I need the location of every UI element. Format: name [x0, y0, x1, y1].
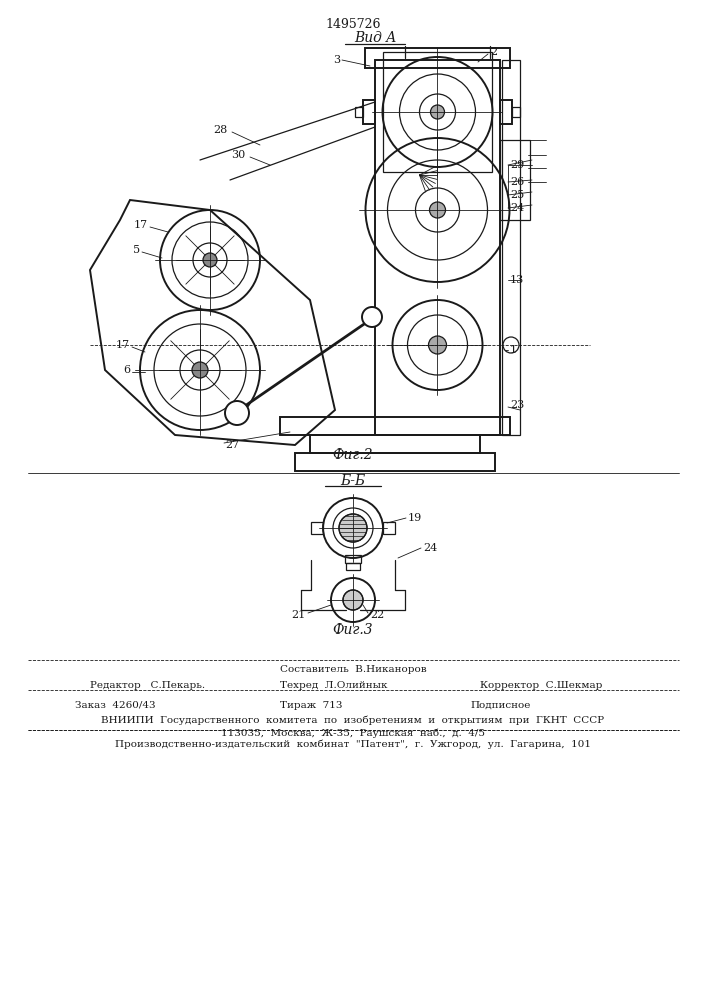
Text: 22: 22	[370, 610, 384, 620]
Text: 17: 17	[116, 340, 130, 350]
Bar	[363, 100, 375, 124]
Text: Производственно-издательский  комбинат  "Патент",  г.  Ужгород,  ул.  Гагарина, : Производственно-издательский комбинат "П…	[115, 739, 591, 749]
Text: 19: 19	[408, 513, 422, 523]
Circle shape	[429, 202, 445, 218]
Bar	[500, 100, 512, 124]
Text: 30: 30	[230, 150, 245, 160]
Bar	[365, 48, 510, 68]
Text: Фиг.2: Фиг.2	[333, 448, 373, 462]
Text: Тираж  713: Тираж 713	[280, 700, 342, 710]
Text: Составитель  В.Никаноров: Составитель В.Никаноров	[280, 666, 426, 674]
Circle shape	[203, 253, 217, 267]
Circle shape	[192, 362, 208, 378]
Bar	[500, 140, 530, 220]
Bar	[383, 522, 395, 534]
Text: Вид A: Вид A	[354, 31, 396, 45]
Text: 24: 24	[423, 543, 437, 553]
Text: 1495726: 1495726	[325, 18, 381, 31]
Text: 5: 5	[133, 245, 140, 255]
Text: 28: 28	[214, 125, 228, 135]
Text: Редактор   С.Пекарь.: Редактор С.Пекарь.	[90, 680, 205, 690]
Text: Корректор  С.Шекмар: Корректор С.Шекмар	[480, 680, 602, 690]
Bar	[502, 60, 520, 435]
Bar	[346, 563, 360, 570]
Circle shape	[431, 105, 445, 119]
Circle shape	[339, 514, 367, 542]
Bar	[280, 417, 510, 435]
Text: 1: 1	[510, 345, 517, 355]
Text: Заказ  4260/43: Заказ 4260/43	[75, 700, 156, 710]
Text: 3: 3	[333, 55, 340, 65]
Text: 113035,  Москва,  Ж-35,  Раушская  наб.,  д.  4/5: 113035, Москва, Ж-35, Раушская наб., д. …	[221, 728, 485, 738]
Bar	[311, 522, 323, 534]
Circle shape	[225, 401, 249, 425]
Text: 24: 24	[510, 203, 525, 213]
Circle shape	[428, 336, 447, 354]
Bar	[295, 453, 495, 471]
Text: 27: 27	[225, 440, 239, 450]
Circle shape	[343, 590, 363, 610]
Bar	[383, 52, 492, 172]
Text: 26: 26	[510, 177, 525, 187]
Bar	[355, 107, 363, 117]
Bar	[512, 107, 520, 117]
Circle shape	[362, 307, 382, 327]
Text: 23: 23	[510, 400, 525, 410]
Text: 25: 25	[510, 190, 525, 200]
Text: ВНИИПИ  Государственного  комитета  по  изобретениям  и  открытиям  при  ГКНТ  С: ВНИИПИ Государственного комитета по изоб…	[101, 715, 604, 725]
Text: Техред  Л.Олийнык: Техред Л.Олийнык	[280, 680, 387, 690]
Text: Подписное: Подписное	[470, 700, 530, 710]
Text: 29: 29	[510, 160, 525, 170]
Bar	[345, 555, 361, 563]
Bar	[310, 435, 480, 453]
Text: 13: 13	[510, 275, 525, 285]
Text: 6: 6	[123, 365, 130, 375]
Text: Фиг.3: Фиг.3	[333, 623, 373, 637]
Bar	[375, 60, 500, 435]
Text: Б-Б: Б-Б	[340, 474, 366, 488]
Text: 2: 2	[490, 47, 497, 57]
Text: 17: 17	[134, 220, 148, 230]
Text: 21: 21	[292, 610, 306, 620]
